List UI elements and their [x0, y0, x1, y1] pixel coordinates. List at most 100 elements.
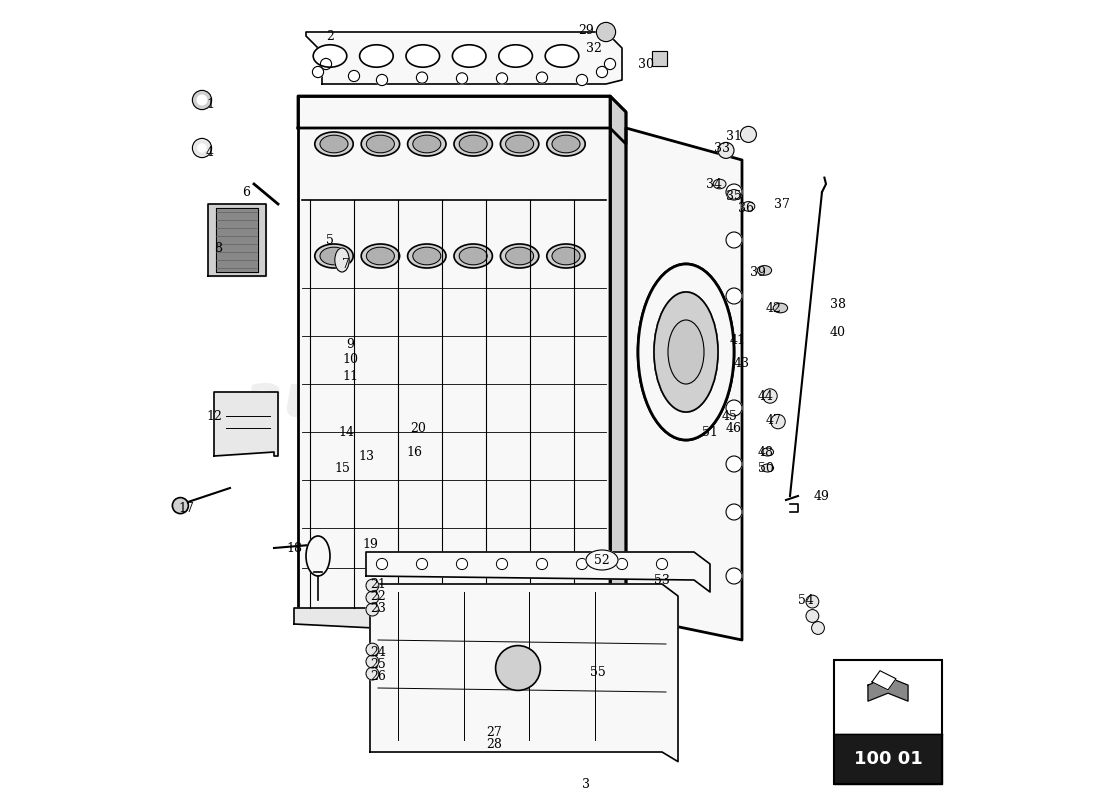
Circle shape — [718, 142, 734, 158]
Text: 14: 14 — [338, 426, 354, 438]
Circle shape — [806, 610, 818, 622]
Ellipse shape — [454, 132, 493, 156]
Ellipse shape — [360, 45, 393, 67]
Ellipse shape — [334, 248, 349, 272]
Circle shape — [366, 643, 378, 656]
Ellipse shape — [668, 320, 704, 384]
Ellipse shape — [547, 132, 585, 156]
Circle shape — [349, 70, 360, 82]
Polygon shape — [872, 670, 896, 690]
Circle shape — [366, 579, 378, 592]
Ellipse shape — [459, 135, 487, 153]
Text: 33: 33 — [714, 142, 730, 154]
Text: 21: 21 — [370, 578, 386, 590]
Text: 36: 36 — [738, 202, 754, 214]
Ellipse shape — [654, 292, 718, 412]
Circle shape — [596, 66, 607, 78]
Text: 9: 9 — [346, 338, 354, 350]
Ellipse shape — [638, 264, 734, 440]
Ellipse shape — [547, 244, 585, 268]
Text: 8: 8 — [214, 242, 222, 254]
Ellipse shape — [742, 202, 755, 211]
Text: 17: 17 — [178, 502, 194, 514]
Ellipse shape — [361, 244, 399, 268]
Ellipse shape — [638, 264, 734, 440]
Text: 3: 3 — [582, 778, 590, 790]
Ellipse shape — [366, 247, 395, 265]
Text: 27: 27 — [486, 726, 502, 738]
Text: 37: 37 — [774, 198, 790, 210]
Text: 28: 28 — [486, 738, 502, 750]
Circle shape — [726, 568, 742, 584]
Text: 100 01: 100 01 — [854, 750, 923, 768]
Text: 51: 51 — [702, 426, 718, 438]
Ellipse shape — [412, 135, 441, 153]
Bar — [834, 660, 942, 784]
Circle shape — [366, 655, 378, 668]
Circle shape — [616, 558, 628, 570]
Circle shape — [456, 558, 468, 570]
Text: 1: 1 — [206, 98, 214, 110]
Text: 30: 30 — [638, 58, 654, 70]
Polygon shape — [868, 677, 908, 701]
Polygon shape — [298, 96, 626, 144]
Bar — [652, 51, 667, 66]
Ellipse shape — [552, 135, 580, 153]
Text: 55: 55 — [590, 666, 606, 678]
Ellipse shape — [306, 536, 330, 576]
Polygon shape — [366, 552, 710, 592]
Circle shape — [376, 74, 387, 86]
Bar — [834, 660, 942, 734]
Bar — [834, 734, 942, 784]
Text: 50: 50 — [758, 462, 774, 474]
Circle shape — [192, 138, 211, 158]
Text: 44: 44 — [758, 390, 774, 402]
Ellipse shape — [459, 247, 487, 265]
Text: 38: 38 — [830, 298, 846, 310]
Circle shape — [596, 22, 616, 42]
Circle shape — [320, 58, 331, 70]
Text: 12: 12 — [206, 410, 222, 422]
Ellipse shape — [500, 132, 539, 156]
Circle shape — [496, 558, 507, 570]
Polygon shape — [610, 96, 626, 640]
Ellipse shape — [408, 132, 446, 156]
Ellipse shape — [757, 266, 771, 275]
Text: 4: 4 — [206, 146, 214, 158]
Text: 31: 31 — [726, 130, 742, 142]
Ellipse shape — [315, 244, 353, 268]
Circle shape — [366, 667, 378, 680]
Text: 29: 29 — [579, 24, 594, 37]
Text: 45: 45 — [722, 410, 738, 422]
Text: 43: 43 — [734, 358, 750, 370]
Circle shape — [312, 66, 323, 78]
Polygon shape — [626, 128, 743, 640]
Circle shape — [726, 504, 742, 520]
Circle shape — [604, 58, 616, 70]
Ellipse shape — [500, 244, 539, 268]
Ellipse shape — [498, 45, 532, 67]
Ellipse shape — [761, 464, 773, 472]
Text: 2: 2 — [326, 30, 334, 42]
Circle shape — [366, 603, 378, 616]
Circle shape — [537, 72, 548, 83]
Circle shape — [576, 558, 587, 570]
Circle shape — [657, 558, 668, 570]
Text: 46: 46 — [726, 422, 742, 434]
Circle shape — [198, 144, 206, 152]
Ellipse shape — [506, 247, 534, 265]
Ellipse shape — [314, 45, 346, 67]
Text: 20: 20 — [410, 422, 426, 434]
Ellipse shape — [320, 135, 348, 153]
Circle shape — [726, 456, 742, 472]
Ellipse shape — [361, 132, 399, 156]
Polygon shape — [306, 32, 622, 84]
Ellipse shape — [320, 247, 348, 265]
Polygon shape — [294, 608, 630, 640]
Circle shape — [726, 400, 742, 416]
Text: 35: 35 — [726, 190, 741, 202]
Circle shape — [806, 595, 818, 608]
Text: 18: 18 — [286, 542, 302, 554]
Text: 26: 26 — [370, 670, 386, 682]
Ellipse shape — [727, 190, 740, 199]
